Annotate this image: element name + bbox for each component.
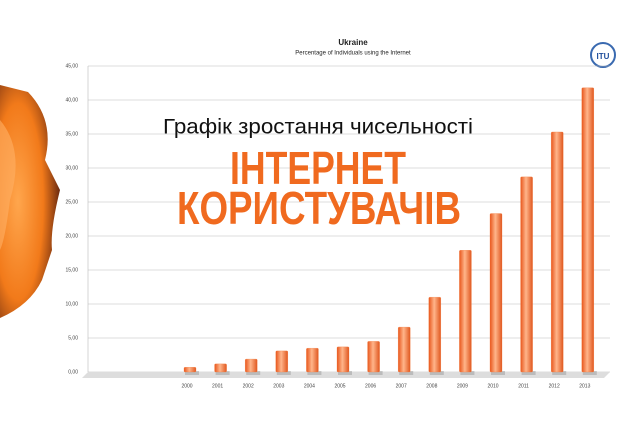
y-tick-label: 10,00 [65,301,78,307]
bar [459,250,472,373]
x-tick-label: 2003 [273,383,284,389]
y-tick-label: 35,00 [65,131,78,137]
bar-shadow [307,371,322,375]
banner-line: ІНТЕРНЕТ [230,142,406,194]
banner-line: КОРИСТУВАЧІВ [177,182,461,234]
bar [398,326,411,373]
y-tick-label: 5,00 [68,335,78,341]
y-tick-label: 45,00 [65,63,78,69]
bar [520,176,533,373]
x-tick-label: 2009 [457,383,468,389]
bar-shadow [399,371,414,375]
overlay: Графік зростання чисельності ІНТЕРНЕТ КО… [163,116,473,235]
headline: Графік зростання чисельності [163,116,473,139]
bar [581,87,594,373]
bar-shadow [185,371,199,375]
bar-shadow [582,371,597,375]
bar [306,348,319,373]
bar-shadow [429,371,444,375]
y-tick-label: 20,00 [65,233,78,239]
bar [428,297,441,373]
y-tick-label: 25,00 [65,199,78,205]
bar [214,363,227,373]
logo: ITU [597,52,610,61]
chart-subtitle: Percentage of Individuals using the Inte… [295,51,411,57]
bar-shadow [276,371,291,375]
x-tick-label: 2008 [426,383,437,389]
bar-shadow [460,371,475,375]
bar [551,131,564,373]
bar-shadow [521,371,536,375]
x-tick-label: 2001 [212,383,223,389]
x-tick-label: 2010 [487,383,498,389]
x-tick-label: 2012 [549,383,560,389]
x-tick-label: 2007 [396,383,407,389]
x-tick-label: 2004 [304,383,315,389]
bar [367,341,380,373]
bar-shadow [338,371,352,375]
x-tick-label: 2006 [365,383,376,389]
bar-shadow [246,371,261,375]
bar [489,213,503,373]
x-tick-label: 2000 [181,383,192,389]
x-tick-label: 2005 [334,383,345,389]
plot: 0,00 5,00 10,00 15,00 20,00 25,00 30,00 35,00 40… [65,63,610,389]
bar-shadow [491,371,505,375]
x-tick-label: 2013 [579,383,590,389]
bar-shadow [215,371,230,375]
x-tick-label: 2002 [243,383,254,389]
bar-shadow [552,371,567,375]
y-tick-label: 0,00 [68,369,78,375]
bar [336,346,350,373]
bar [183,367,197,373]
y-tick-label: 30,00 [65,165,78,171]
decoration [0,42,616,318]
x-tick-label: 2011 [518,383,529,389]
bar-shadow [368,371,383,375]
y-tick-label: 40,00 [65,97,78,103]
bar [245,358,258,373]
bar [275,350,288,373]
chart-title: Ukraine [338,38,368,47]
y-tick-label: 15,00 [65,267,78,273]
